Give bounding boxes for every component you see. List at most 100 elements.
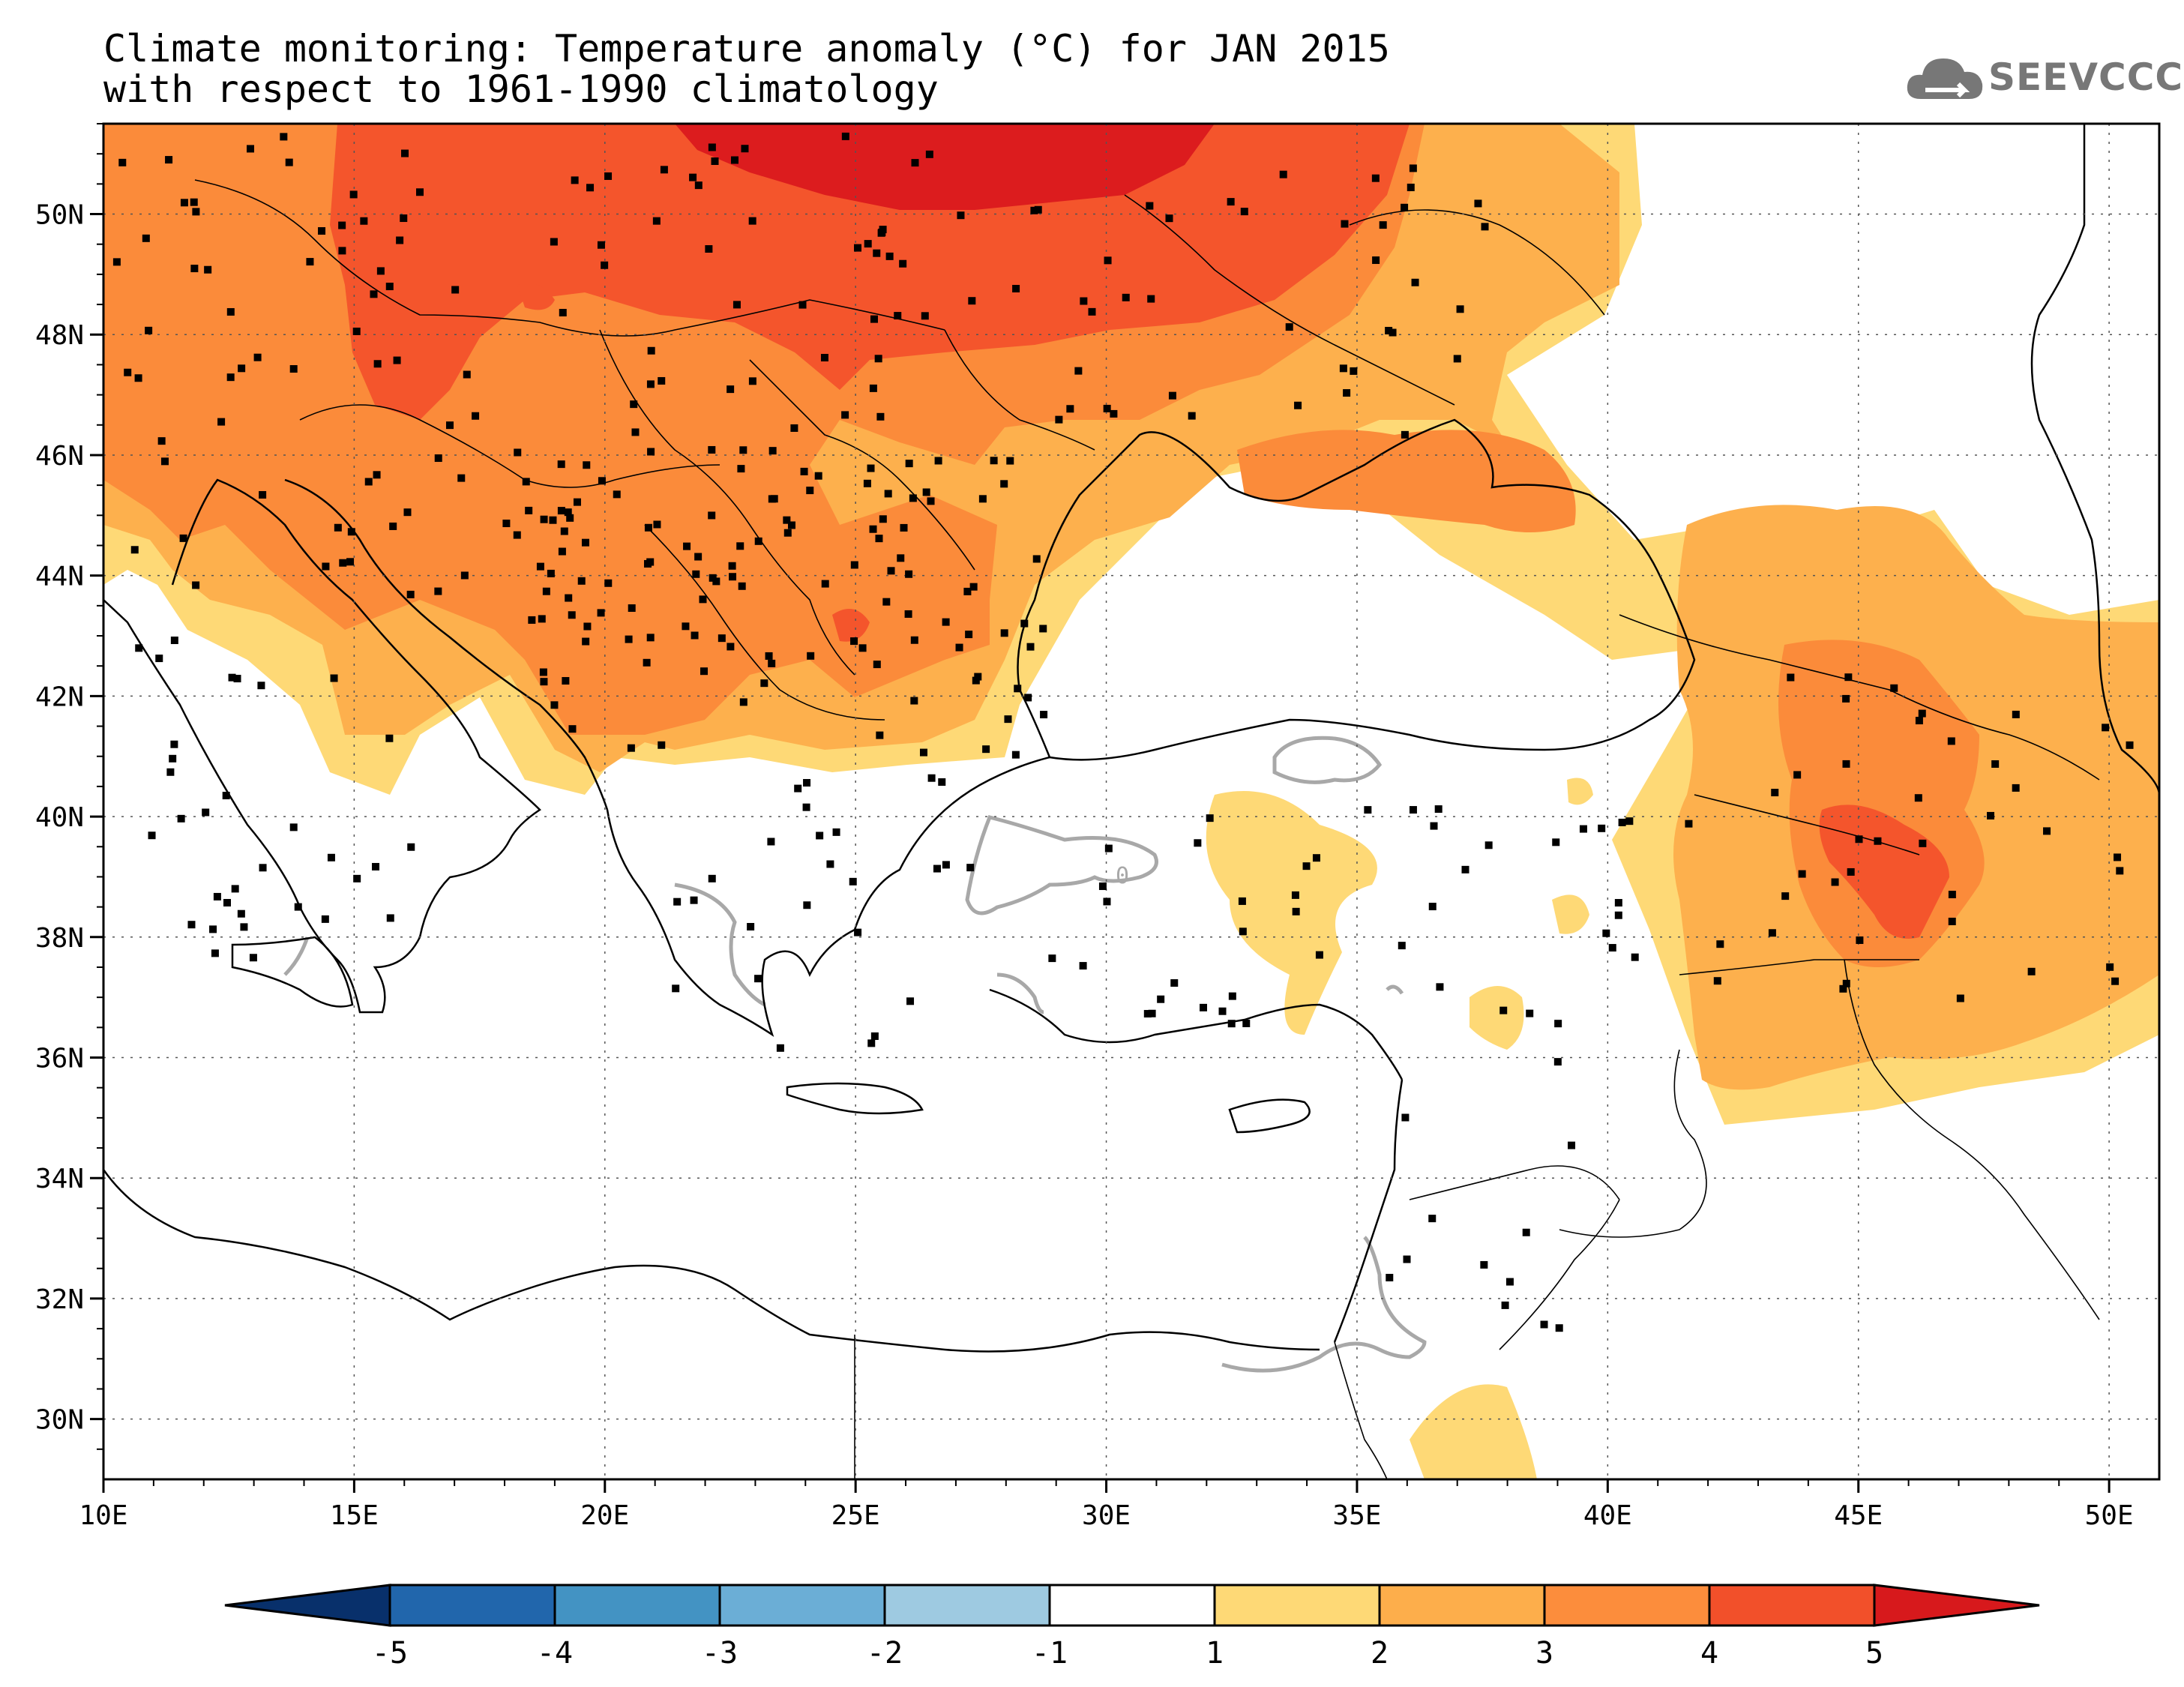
station-marker xyxy=(1428,1215,1437,1223)
station-marker xyxy=(658,741,666,749)
colorbar-low-extend xyxy=(224,1584,391,1627)
station-marker xyxy=(968,297,976,305)
station-marker xyxy=(539,668,547,676)
station-marker xyxy=(583,622,592,631)
station-marker xyxy=(814,472,822,480)
station-marker xyxy=(202,808,210,817)
station-marker xyxy=(768,447,777,455)
station-marker xyxy=(192,581,200,589)
station-marker xyxy=(1011,751,1020,759)
station-marker xyxy=(867,464,875,472)
station-marker xyxy=(748,217,756,225)
station-marker xyxy=(2043,827,2051,835)
station-marker xyxy=(434,454,442,463)
station-marker xyxy=(879,515,887,523)
station-marker xyxy=(802,803,810,811)
station-marker xyxy=(1856,936,1864,944)
station-marker xyxy=(627,744,635,752)
station-marker xyxy=(451,286,460,294)
station-marker xyxy=(1831,878,1839,886)
station-marker xyxy=(1602,929,1610,937)
station-marker xyxy=(904,610,912,618)
station-marker xyxy=(550,238,558,246)
station-marker xyxy=(737,465,745,473)
logo-text: SEEVCCC xyxy=(1988,55,2184,99)
station-marker xyxy=(1034,205,1042,214)
station-marker xyxy=(285,158,293,166)
station-marker xyxy=(190,265,199,273)
station-marker xyxy=(1453,355,1461,363)
station-marker xyxy=(1066,405,1074,413)
station-marker xyxy=(1501,1301,1509,1309)
station-marker xyxy=(854,928,862,936)
station-marker xyxy=(1781,892,1790,900)
colorbar-label: -2 xyxy=(867,1636,903,1671)
station-marker xyxy=(135,644,143,652)
station-marker xyxy=(1104,256,1112,265)
station-marker xyxy=(2111,977,2120,985)
station-marker xyxy=(1024,694,1032,702)
station-marker xyxy=(360,217,368,225)
station-marker xyxy=(1170,979,1179,987)
lat-tick-label: 48N xyxy=(35,320,84,351)
station-marker xyxy=(522,478,530,486)
lat-tick-label: 36N xyxy=(35,1044,84,1074)
station-marker xyxy=(910,697,918,705)
station-marker xyxy=(180,199,188,207)
sicily-coast xyxy=(231,936,354,1008)
station-marker xyxy=(416,188,424,196)
station-marker xyxy=(1227,198,1235,206)
station-marker xyxy=(708,511,716,520)
station-marker xyxy=(1401,203,1409,211)
station-marker xyxy=(170,740,178,748)
station-marker xyxy=(1350,367,1358,375)
station-marker xyxy=(927,497,935,505)
station-marker xyxy=(807,652,815,660)
black-sea-coast xyxy=(1017,418,1696,761)
station-marker xyxy=(826,860,834,868)
station-marker xyxy=(1242,1019,1251,1027)
title-line-2: with respect to 1961-1990 climatology xyxy=(103,67,939,111)
station-marker xyxy=(1194,839,1202,847)
station-marker xyxy=(542,587,550,595)
station-marker xyxy=(401,149,409,157)
anomaly-shading xyxy=(103,124,2159,1479)
station-marker xyxy=(646,634,655,642)
station-marker xyxy=(765,652,773,660)
station-marker xyxy=(982,745,990,754)
colorbar-high-extend xyxy=(1873,1584,2040,1627)
station-marker xyxy=(646,558,655,566)
station-marker xyxy=(1088,307,1096,316)
station-marker xyxy=(559,308,567,316)
station-marker xyxy=(709,574,717,582)
station-marker xyxy=(1004,715,1012,724)
station-marker xyxy=(142,234,150,242)
colorbar-label: -4 xyxy=(537,1636,573,1671)
station-marker xyxy=(1793,771,1802,779)
lat-tick-label: 40N xyxy=(35,802,84,833)
station-marker xyxy=(294,903,302,911)
station-marker xyxy=(739,446,747,454)
station-marker xyxy=(876,412,885,421)
station-marker xyxy=(1080,297,1088,305)
station-marker xyxy=(1294,401,1302,409)
station-marker xyxy=(339,559,347,567)
station-marker xyxy=(718,634,726,643)
station-marker xyxy=(460,571,469,580)
station-marker xyxy=(869,384,877,392)
station-marker xyxy=(873,249,881,257)
station-marker xyxy=(169,754,177,763)
station-marker xyxy=(978,495,987,503)
station-marker xyxy=(557,507,565,515)
cloud-arrow-icon xyxy=(1907,58,1983,99)
station-marker xyxy=(754,975,762,983)
station-marker xyxy=(1098,882,1107,891)
station-marker xyxy=(2012,784,2020,792)
station-marker xyxy=(705,245,713,253)
station-marker xyxy=(878,228,886,236)
station-marker xyxy=(2027,967,2036,975)
station-marker xyxy=(631,428,640,436)
station-marker xyxy=(1685,820,1693,828)
anomaly-band-1-2 xyxy=(1469,986,1524,1050)
graticule xyxy=(103,124,2159,1479)
